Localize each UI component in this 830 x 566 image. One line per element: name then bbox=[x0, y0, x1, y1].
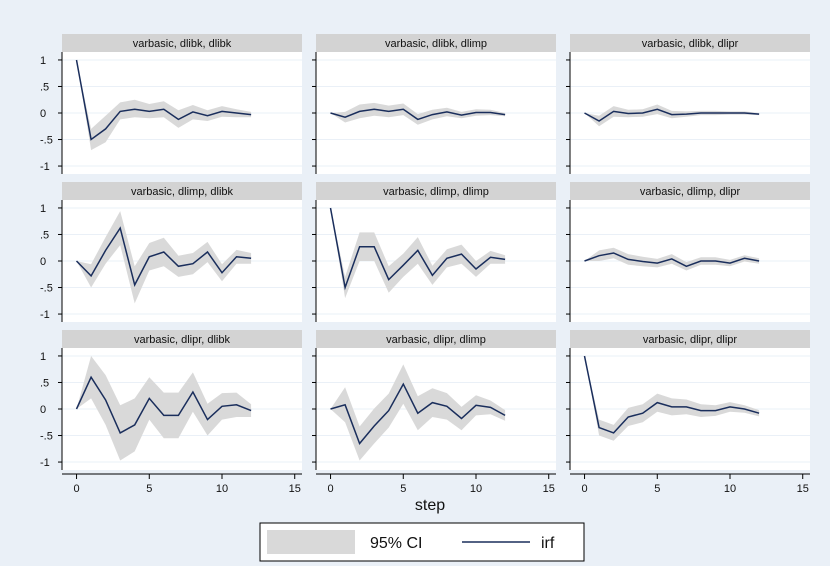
panel-header bbox=[570, 34, 810, 52]
panel-title: varbasic, dlipr, dlipr bbox=[643, 334, 737, 346]
panel-header bbox=[570, 182, 810, 200]
ci-band bbox=[330, 208, 506, 299]
x-tick-label: 15 bbox=[797, 483, 809, 495]
panel-header bbox=[570, 330, 810, 348]
legend-ci-swatch bbox=[267, 530, 355, 554]
irf-panel: varbasic, dlipr, dlimp bbox=[312, 330, 556, 470]
y-tick-label: -.5 bbox=[40, 431, 53, 443]
ci-band bbox=[76, 356, 252, 461]
panel-title: varbasic, dlimp, dlimp bbox=[383, 186, 489, 198]
irf-panel: varbasic, dlipr, dlipr bbox=[566, 330, 810, 470]
x-tick-label: 5 bbox=[400, 483, 406, 495]
panels-grid: varbasic, dlibk, dlibk1.50-.5-1varbasic,… bbox=[40, 34, 810, 470]
irf-line bbox=[75, 375, 252, 434]
y-tick-label: 1 bbox=[40, 203, 46, 215]
y-tick-label: -1 bbox=[40, 309, 50, 321]
ci-band bbox=[584, 356, 760, 441]
irf-line bbox=[330, 382, 506, 445]
x-tick-label: 15 bbox=[543, 483, 555, 495]
y-tick-label: -.5 bbox=[40, 135, 53, 147]
irf-panel: varbasic, dlimp, dlipr bbox=[566, 182, 810, 322]
y-tick-label: 1 bbox=[40, 55, 46, 67]
y-tick-label: 1 bbox=[40, 351, 46, 363]
x-axis-title: step bbox=[415, 497, 445, 514]
panel-header bbox=[316, 182, 556, 200]
panel-header bbox=[62, 182, 302, 200]
x-tick-label: 0 bbox=[73, 483, 79, 495]
y-tick-label: 0 bbox=[40, 108, 46, 120]
panel-header bbox=[62, 34, 302, 52]
x-tick-label: 0 bbox=[581, 483, 587, 495]
x-axis-ticks: 0 5 10 15 0 5 10 15 0 5 10 15 bbox=[62, 473, 810, 495]
x-tick-label: 15 bbox=[289, 483, 301, 495]
x-tick-label: 10 bbox=[724, 483, 736, 495]
irf-line bbox=[584, 108, 760, 122]
y-tick-label: .5 bbox=[40, 229, 49, 241]
x-tick-label: 0 bbox=[327, 483, 333, 495]
panel-title: varbasic, dlibk, dlibk bbox=[133, 38, 232, 50]
panel-header bbox=[316, 330, 556, 348]
panel-title: varbasic, dlimp, dlipr bbox=[640, 186, 741, 198]
x-tick-label: 10 bbox=[216, 483, 228, 495]
panel-header bbox=[316, 34, 556, 52]
irf-line bbox=[330, 108, 506, 121]
irf-panel: varbasic, dlibk, dlipr bbox=[566, 34, 810, 174]
irf-line bbox=[584, 252, 760, 268]
irf-line bbox=[75, 226, 252, 287]
ci-band bbox=[330, 102, 506, 125]
y-tick-label: -.5 bbox=[40, 283, 53, 295]
ci-band bbox=[584, 104, 760, 127]
irf-panel: varbasic, dlibk, dlimp bbox=[312, 34, 556, 174]
irf-panel: varbasic, dlimp, dlibk 1 .5 0 -.5 -1 bbox=[40, 182, 302, 322]
panel-title: varbasic, dlimp, dlibk bbox=[131, 186, 234, 198]
irf-panel: varbasic, dlipr, dlibk 1 .5 0 -.5 -1 bbox=[40, 330, 302, 470]
legend-irf-label: irf bbox=[541, 535, 555, 552]
legend: 95% CI irf bbox=[259, 522, 585, 562]
ci-band bbox=[76, 60, 252, 151]
panel-title: varbasic, dlibk, dlipr bbox=[642, 38, 739, 50]
y-tick-label: -1 bbox=[40, 161, 50, 173]
panel-header bbox=[62, 330, 302, 348]
x-tick-label: 10 bbox=[470, 483, 482, 495]
x-tick-label: 5 bbox=[654, 483, 660, 495]
y-tick-label: 0 bbox=[40, 256, 46, 268]
y-tick-label: .5 bbox=[40, 81, 49, 93]
panel-title: varbasic, dlipr, dlimp bbox=[386, 334, 486, 346]
y-tick-label: -1 bbox=[40, 457, 50, 469]
irf-panel: varbasic, dlimp, dlimp bbox=[312, 182, 556, 322]
irf-line bbox=[329, 207, 506, 291]
panel-title: varbasic, dlibk, dlimp bbox=[385, 38, 487, 50]
irf-line bbox=[583, 355, 760, 434]
y-tick-label: .5 bbox=[40, 377, 49, 389]
ci-band bbox=[76, 211, 252, 304]
x-tick-label: 5 bbox=[146, 483, 152, 495]
y-tick-label: 0 bbox=[40, 404, 46, 416]
panel-title: varbasic, dlipr, dlibk bbox=[134, 334, 230, 346]
irf-panel: varbasic, dlibk, dlibk 1 .5 0 -.5 -1 bbox=[40, 34, 302, 174]
irf-line bbox=[75, 59, 252, 141]
legend-ci-label: 95% CI bbox=[370, 535, 422, 552]
